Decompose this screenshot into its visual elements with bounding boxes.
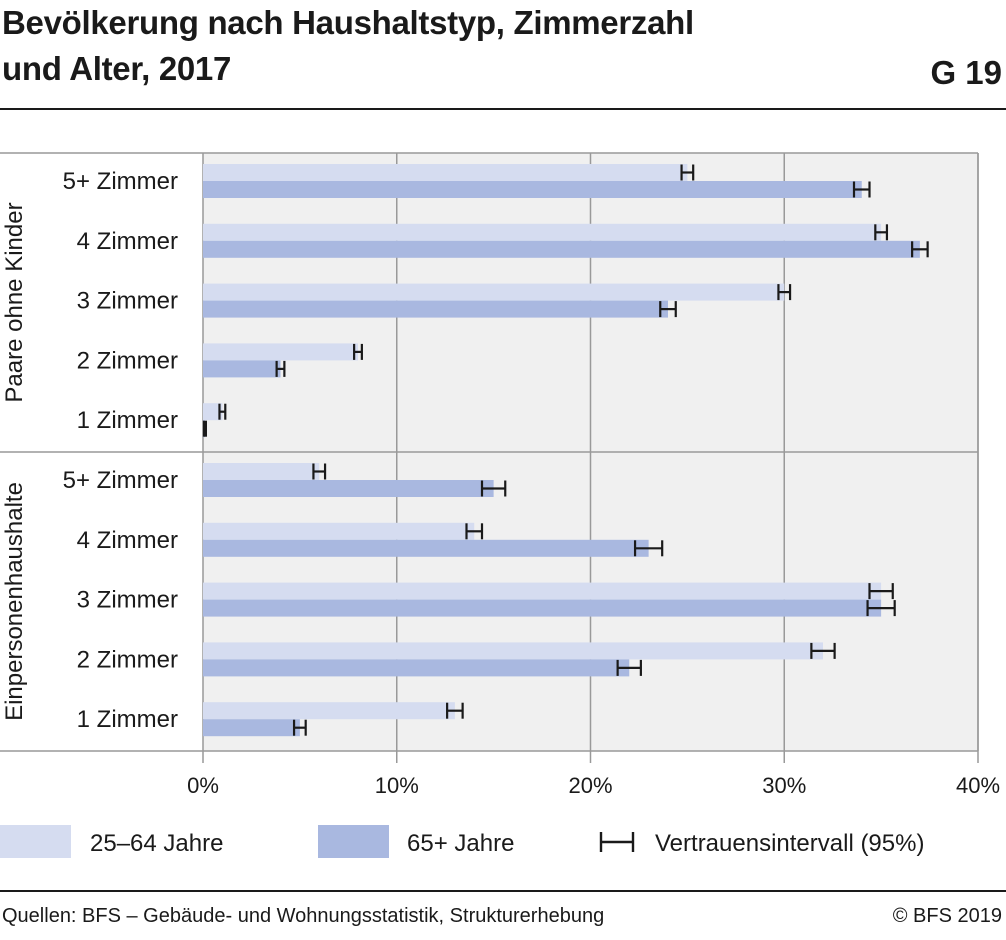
bar-65plus [203, 599, 882, 617]
bar-65plus [203, 360, 281, 378]
legend-swatch-25-64 [0, 825, 71, 858]
x-tick-label: 10% [375, 773, 419, 798]
bar-25-64 [203, 463, 320, 480]
ci-bar-25-64 [680, 164, 695, 181]
ci-bar-25-64 [868, 583, 894, 600]
ci-bar-65plus [852, 181, 871, 198]
legend-swatch-65plus [318, 825, 389, 858]
category-label: 4 Zimmer [77, 527, 178, 554]
ci-bar-65plus [911, 241, 929, 258]
group-label-paare-ohne-kinder: Paare ohne Kinder [1, 202, 28, 402]
x-tick-label: 0% [187, 773, 219, 798]
legend-label-25-64: 25–64 Jahre [90, 830, 223, 857]
ci-bar-65plus [480, 480, 507, 497]
bar-25-64 [203, 642, 823, 660]
ci-bar-25-64 [465, 523, 484, 540]
title-line-2: und Alter, 2017 [2, 50, 232, 87]
category-label: 1 Zimmer [77, 407, 178, 434]
bar-25-64 [203, 223, 882, 241]
graphic-number: G 19 [930, 54, 1002, 91]
chart-title: Bevölkerung nach Haushaltstyp, Zimmerzah… [2, 0, 1002, 92]
top-rule [0, 108, 1006, 110]
bar-65plus [203, 240, 920, 258]
category-label: 1 Zimmer [77, 706, 178, 733]
ci-bar-65plus [659, 301, 677, 318]
ci-bar-65plus [866, 600, 896, 617]
x-tick-label: 20% [568, 773, 612, 798]
title-line-1: Bevölkerung nach Haushaltstyp, Zimmerzah… [2, 4, 694, 41]
bar-65plus [203, 539, 649, 557]
ci-bar-25-64 [353, 343, 363, 360]
copyright: © BFS 2019 [892, 905, 1002, 927]
bar-65plus [203, 719, 300, 737]
x-tick-label: 30% [762, 773, 806, 798]
source-note: Quellen: BFS – Gebäude- und Wohnungsstat… [2, 905, 605, 927]
group-label-einpersonenhaushalte: Einpersonenhaushalte [1, 482, 28, 721]
legend-label-ci: Vertrauensintervall (95%) [655, 830, 924, 857]
bar-25-64 [203, 343, 358, 361]
ci-bar-25-64 [312, 463, 327, 480]
category-label: 4 Zimmer [77, 228, 178, 255]
category-label: 5+ Zimmer [63, 168, 178, 195]
bottom-rule [0, 890, 1006, 892]
legend-label-65plus: 65+ Jahre [407, 830, 514, 857]
bar-25-64 [203, 522, 475, 540]
category-label: 2 Zimmer [77, 646, 178, 673]
bar-25-64 [203, 403, 223, 421]
ci-bar-65plus [292, 719, 307, 736]
legend-ci-icon [599, 832, 635, 852]
bar-65plus [203, 300, 668, 318]
ci-bar-25-64 [218, 403, 227, 420]
chart-area: 0% 10% 20% 30% 40% Paare ohne Kinder 5+ Zimmer… [0, 152, 1000, 858]
bar-25-64 [203, 164, 688, 181]
ci-bar-65plus [633, 540, 664, 557]
ci-bar-25-64 [874, 224, 889, 241]
x-tick-label: 40% [956, 773, 1000, 798]
bar-65plus [203, 181, 862, 198]
bar-65plus [203, 659, 630, 677]
ci-bar-65plus [275, 360, 286, 377]
bar-25-64 [203, 702, 455, 720]
category-label: 3 Zimmer [77, 587, 178, 614]
bar-25-64 [203, 582, 882, 600]
category-label: 5+ Zimmer [63, 467, 178, 494]
category-label: 2 Zimmer [77, 347, 178, 374]
ci-bar-25-64 [810, 642, 836, 659]
category-label: 3 Zimmer [77, 288, 178, 315]
bar-25-64 [203, 283, 785, 301]
ci-bar-25-64 [446, 702, 464, 719]
ci-bar-65plus [202, 420, 208, 437]
ci-bar-25-64 [777, 284, 792, 301]
bar-65plus [203, 480, 494, 497]
ci-bar-65plus [616, 659, 642, 676]
